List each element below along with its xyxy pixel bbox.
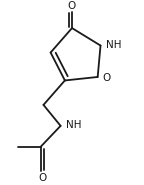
Text: NH: NH [106, 40, 121, 50]
Text: NH: NH [66, 120, 81, 130]
Text: O: O [68, 1, 76, 11]
Text: O: O [38, 173, 46, 183]
Text: O: O [103, 73, 111, 83]
